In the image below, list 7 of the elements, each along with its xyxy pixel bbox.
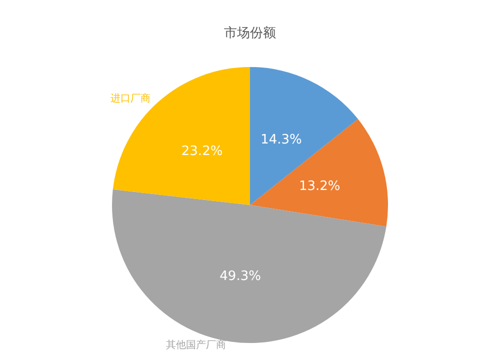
chart-title: 市场份额: [224, 26, 276, 41]
data-label: 14.3%: [260, 132, 302, 148]
data-label: 49.3%: [220, 268, 261, 284]
data-label: 13.2%: [298, 179, 340, 194]
slice-label: 其他国产厂商: [166, 339, 226, 352]
data-label: 23.2%: [181, 144, 223, 159]
slice-label: 进口厂商: [110, 92, 150, 105]
